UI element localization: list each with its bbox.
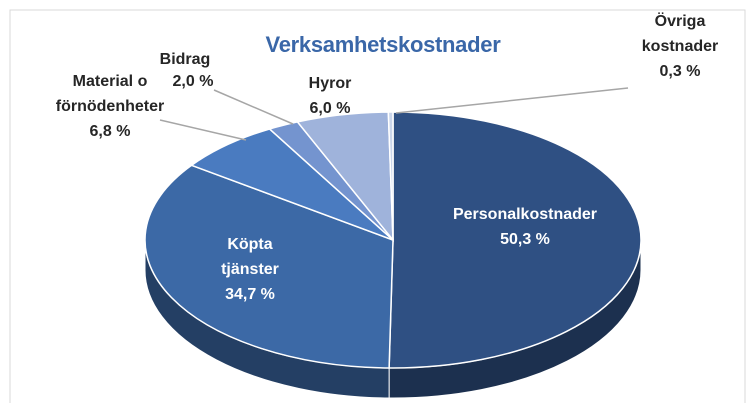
leader-line	[395, 87, 629, 114]
category-label: Personalkostnader	[452, 206, 598, 223]
leader-line	[159, 119, 247, 141]
data-label: Köpta tjänster 34,7 %	[200, 232, 300, 307]
value-label: 2,0 %	[172, 73, 214, 90]
value-label: 50,3 %	[500, 231, 550, 248]
data-label: Övriga kostnader 0,3 %	[630, 9, 730, 84]
slices	[144, 111, 642, 399]
data-label: Personalkostnader 50,3 %	[420, 202, 630, 252]
leader-line	[213, 89, 294, 125]
slice	[387, 111, 394, 241]
slice	[144, 164, 394, 369]
data-label: Hyror 6,0 %	[290, 71, 370, 121]
data-label: Bidrag 2,0 %	[140, 47, 230, 94]
category-label: Övriga kostnader	[641, 13, 719, 55]
value-label: 34,7 %	[225, 286, 275, 303]
category-label: Material o förnödenheter	[55, 73, 165, 115]
category-label: Bidrag	[159, 51, 211, 68]
value-label: 0,3 %	[659, 63, 701, 80]
data-label: Material o förnödenheter 6,8 %	[45, 69, 175, 144]
value-label: 6,0 %	[309, 100, 351, 117]
chart-title: Verksamhetskostnader	[265, 32, 501, 57]
slice	[190, 128, 394, 241]
category-label: Hyror	[308, 75, 352, 92]
chart-border	[9, 9, 746, 403]
slice	[388, 111, 642, 369]
category-label: Köpta tjänster	[221, 236, 279, 278]
value-label: 6,8 %	[89, 123, 131, 140]
